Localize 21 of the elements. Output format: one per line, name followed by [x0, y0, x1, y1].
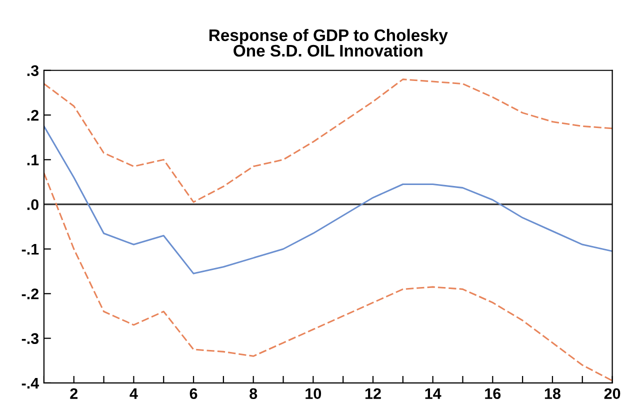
line-series: [44, 78, 612, 203]
x-tick-label: 4: [130, 388, 138, 399]
x-tick-label: 16: [485, 388, 501, 400]
chart-title: Response of GDP to Cholesky One S.D. OIL Innovation: [209, 28, 448, 57]
x-tick-label: 12: [365, 388, 381, 399]
y-tick-label: -.3: [22, 333, 39, 344]
y-tick-label: .2: [27, 110, 38, 121]
x-tick-label: 14: [425, 388, 442, 399]
y-tick-label: -.1: [22, 244, 39, 255]
x-tick-label: 2: [70, 388, 78, 399]
x-tick-label: 10: [306, 388, 322, 400]
x-tick-label: 20: [604, 388, 620, 400]
x-tick-label: 8: [250, 388, 258, 400]
line-series: [44, 125, 612, 274]
y-tick-label: -.2: [22, 288, 38, 300]
y-tick-label: -.4: [22, 378, 40, 388]
y-tick-label: .1: [27, 154, 39, 166]
y-tick-label: .0: [27, 199, 38, 210]
y-tick-label: .3: [27, 65, 39, 76]
x-tick-label: 18: [544, 388, 561, 400]
x-tick-label: 6: [190, 388, 198, 400]
